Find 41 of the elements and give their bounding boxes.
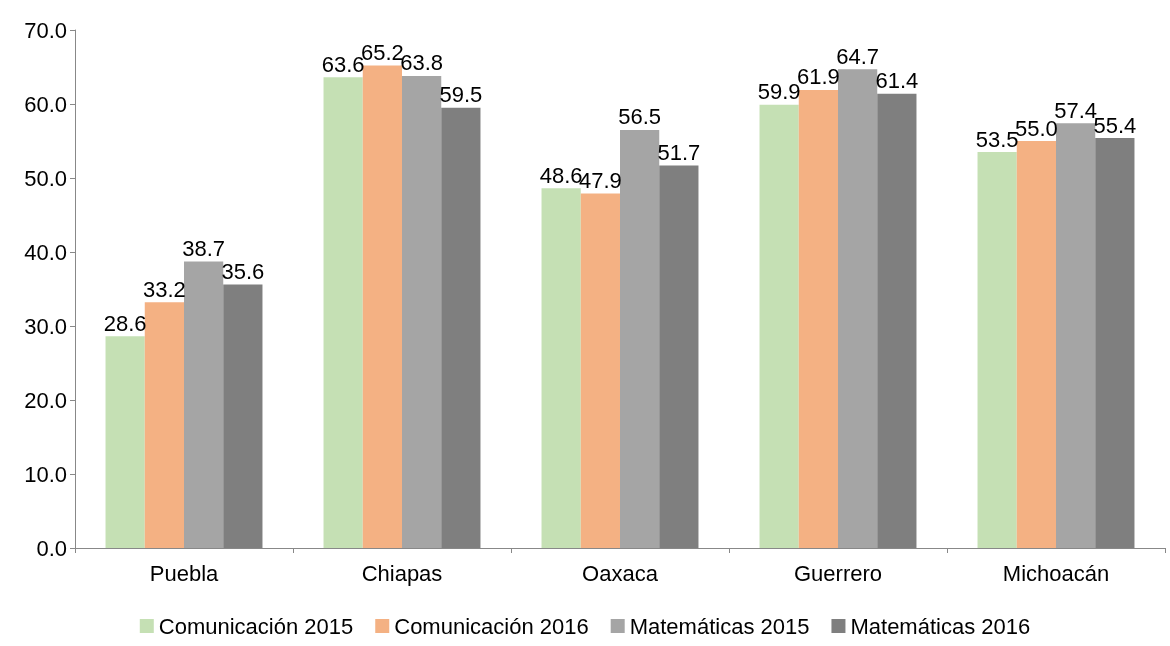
x-tick-label: Michoacán [1002,560,1110,586]
legend-label: Comunicación 2015 [158,613,354,639]
data-label: 61.4 [875,68,919,94]
y-tick-label: 30.0 [24,313,67,339]
data-label: 51.7 [657,139,701,165]
x-tick-label: Oaxaca [582,560,659,586]
bar [759,104,799,548]
legend-label: Matemáticas 2015 [629,613,810,639]
bar [838,69,878,548]
x-tick-label: Chiapas [361,560,443,586]
x-tick-label: Guerrero [793,560,883,586]
bar [541,188,581,548]
bar [1016,141,1056,548]
bar [580,193,620,548]
bar [798,89,838,548]
y-tick-label: 40.0 [24,239,67,265]
data-label: 56.5 [618,104,662,130]
data-label: 28.6 [103,310,147,336]
data-label: 35.6 [221,259,265,285]
bar [977,152,1017,548]
x-tick-label: Puebla [149,560,220,586]
data-label: 38.7 [182,236,226,262]
y-tick-label: 50.0 [24,165,67,191]
bar [1056,123,1096,548]
data-label: 59.5 [439,82,483,108]
y-tick-label: 70.0 [24,17,67,43]
y-tick-label: 20.0 [24,387,67,413]
legend-label: Matemáticas 2016 [850,613,1031,639]
y-tick-label: 10.0 [24,461,67,487]
legend-label: Comunicación 2016 [394,613,589,639]
bar [362,65,402,548]
y-tick-label: 60.0 [24,91,67,117]
data-label: 33.2 [142,276,186,302]
bar [402,75,442,548]
bar [323,77,363,548]
y-tick-label: 0.0 [36,535,67,561]
bar [620,129,660,548]
data-label: 64.7 [836,43,880,69]
bar [184,261,224,548]
bar [105,336,145,548]
bar [144,302,184,548]
